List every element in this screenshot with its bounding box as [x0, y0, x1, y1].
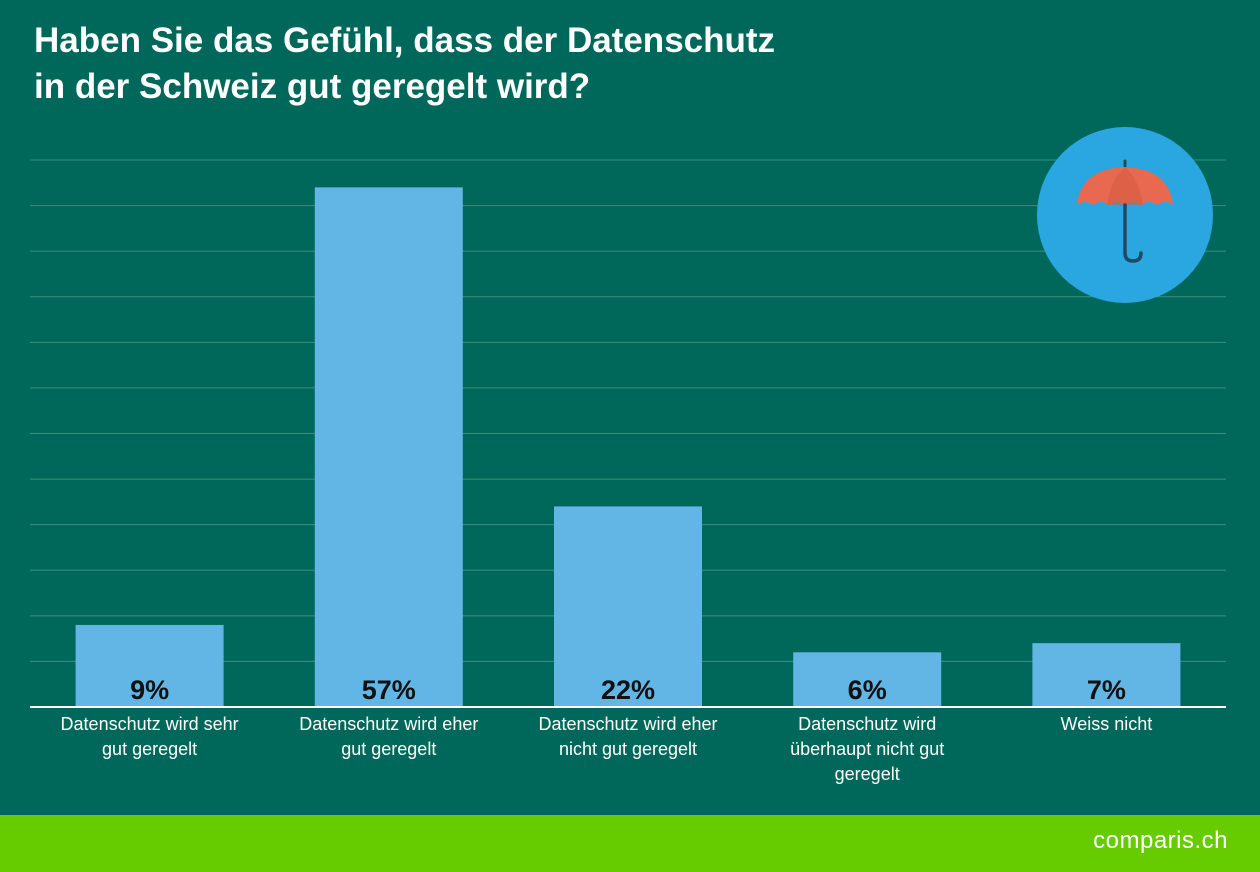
bars	[75, 187, 1181, 708]
value-labels: 9% 57% 22% 6% 7%	[130, 675, 1126, 705]
category-label-1: Datenschutz wird sehr gut geregelt	[61, 714, 239, 759]
category-labels: Datenschutz wird sehr gut geregelt Datensc…	[61, 714, 1153, 784]
value-label-1: 9%	[130, 675, 169, 705]
chart-title-line-2: in der Schweiz gut geregelt wird?	[34, 67, 591, 106]
bar-1	[75, 624, 224, 707]
bar-5	[1032, 643, 1181, 707]
chart-title-line-1: Haben Sie das Gefühl, dass der Datenschu…	[34, 21, 776, 60]
category-label-5: Weiss nicht	[1061, 714, 1153, 734]
bar-2	[314, 187, 463, 708]
chart-title: Haben Sie das Gefühl, dass der Datenschu…	[34, 18, 934, 110]
gridlines	[30, 159, 1226, 662]
category-label-3: Datenschutz wird eher nicht gut geregelt	[538, 714, 717, 759]
comparis-logo: comparis.ch	[1093, 827, 1228, 854]
value-label-3: 22%	[601, 675, 655, 705]
umbrella-badge	[1037, 127, 1213, 303]
bar-4	[793, 652, 942, 707]
category-label-4: Datenschutz wird überhaupt nicht gut gereg…	[790, 714, 944, 784]
bar-3	[554, 506, 702, 707]
footer-bar: comparis.ch	[0, 815, 1260, 872]
value-label-4: 6%	[848, 675, 887, 705]
value-label-5: 7%	[1087, 675, 1126, 705]
value-label-2: 57%	[362, 675, 416, 705]
umbrella-icon	[1037, 127, 1213, 303]
bar-chart: 9% 57% 22% 6% 7% Datenschutz wird sehr gut ge…	[30, 159, 1226, 784]
category-label-2: Datenschutz wird eher gut geregelt	[299, 714, 478, 759]
